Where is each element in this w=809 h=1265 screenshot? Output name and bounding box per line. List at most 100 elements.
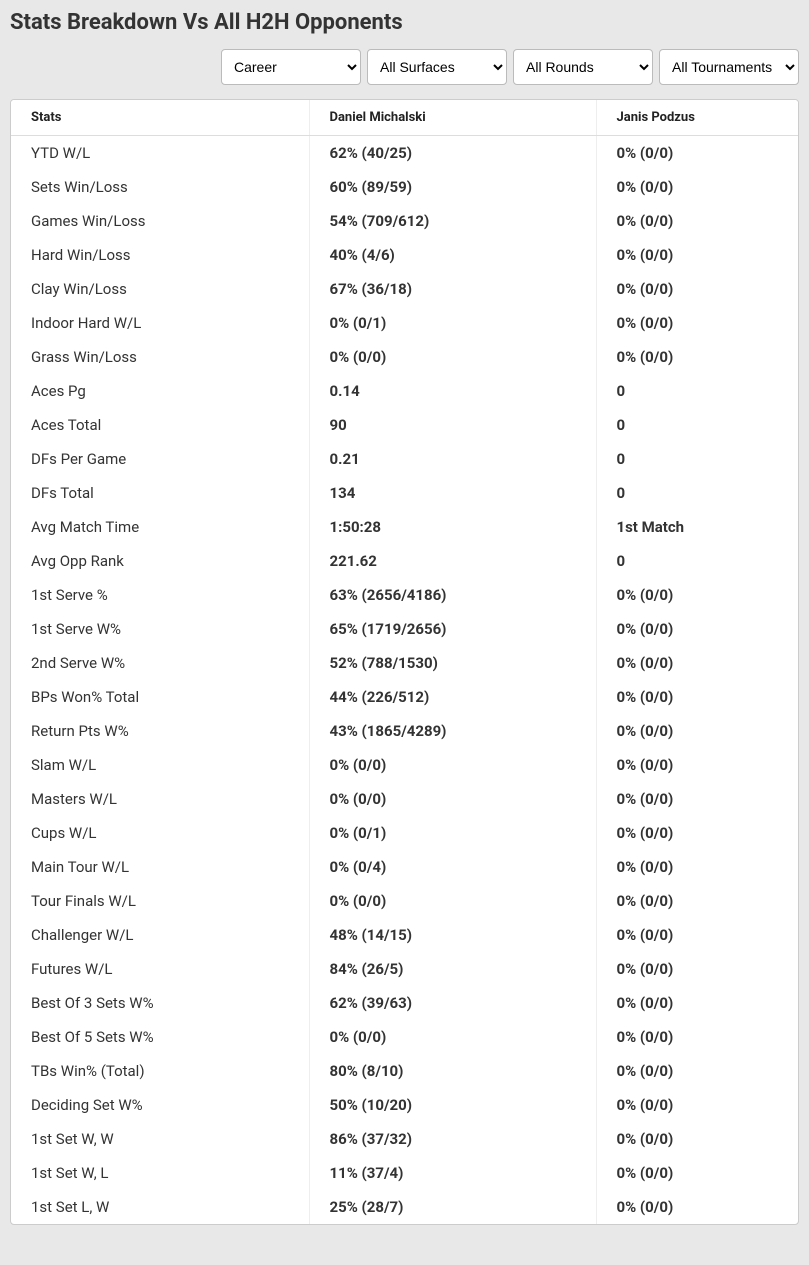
table-row: Indoor Hard W/L0% (0/1)0% (0/0) [11,306,798,340]
stat-value: 0.21 [309,442,596,476]
stat-value: 0% (0/0) [596,136,798,171]
stat-value: 0% (0/1) [309,306,596,340]
stat-label: Avg Opp Rank [11,544,309,578]
stat-value: 0 [596,374,798,408]
stat-label: DFs Total [11,476,309,510]
stat-value: 0% (0/0) [596,238,798,272]
stat-value: 84% (26/5) [309,952,596,986]
stat-value: 0% (0/0) [596,612,798,646]
table-row: Cups W/L0% (0/1)0% (0/0) [11,816,798,850]
stat-label: Masters W/L [11,782,309,816]
table-row: Aces Pg0.140 [11,374,798,408]
stat-value: 0% (0/0) [596,204,798,238]
stat-label: Hard Win/Loss [11,238,309,272]
stat-label: Aces Pg [11,374,309,408]
stat-value: 0 [596,544,798,578]
stat-value: 221.62 [309,544,596,578]
stat-value: 0% (0/0) [596,578,798,612]
table-row: Return Pts W%43% (1865/4289)0% (0/0) [11,714,798,748]
stat-value: 0% (0/0) [309,748,596,782]
table-row: Clay Win/Loss67% (36/18)0% (0/0) [11,272,798,306]
stat-label: Best Of 5 Sets W% [11,1020,309,1054]
round-select[interactable]: All Rounds [513,49,653,85]
stat-value: 48% (14/15) [309,918,596,952]
surface-select[interactable]: All Surfaces [367,49,507,85]
stat-label: 1st Set W, W [11,1122,309,1156]
stat-value: 65% (1719/2656) [309,612,596,646]
table-row: 2nd Serve W%52% (788/1530)0% (0/0) [11,646,798,680]
table-row: Avg Opp Rank221.620 [11,544,798,578]
col-header-player1: Daniel Michalski [309,100,596,136]
stat-value: 0 [596,476,798,510]
col-header-stats: Stats [11,100,309,136]
filter-bar: Career All Surfaces All Rounds All Tourn… [10,49,799,85]
stat-label: 1st Set L, W [11,1190,309,1224]
stat-label: 2nd Serve W% [11,646,309,680]
stat-value: 0% (0/0) [596,1088,798,1122]
table-row: Avg Match Time1:50:281st Match [11,510,798,544]
stat-value: 0% (0/0) [596,986,798,1020]
stat-value: 0% (0/0) [596,884,798,918]
table-row: Grass Win/Loss0% (0/0)0% (0/0) [11,340,798,374]
stat-value: 0% (0/0) [596,714,798,748]
stat-value: 50% (10/20) [309,1088,596,1122]
stat-value: 0% (0/0) [596,646,798,680]
table-row: Futures W/L84% (26/5)0% (0/0) [11,952,798,986]
stat-value: 1st Match [596,510,798,544]
stat-value: 0% (0/0) [596,816,798,850]
stat-value: 0% (0/0) [596,680,798,714]
stat-label: Futures W/L [11,952,309,986]
stat-value: 62% (40/25) [309,136,596,171]
table-row: 1st Set W, L11% (37/4)0% (0/0) [11,1156,798,1190]
stat-value: 86% (37/32) [309,1122,596,1156]
stat-value: 0% (0/1) [309,816,596,850]
stat-value: 60% (89/59) [309,170,596,204]
table-row: Hard Win/Loss40% (4/6)0% (0/0) [11,238,798,272]
stat-value: 80% (8/10) [309,1054,596,1088]
stat-value: 0% (0/0) [596,1020,798,1054]
stat-value: 0% (0/0) [596,918,798,952]
stat-value: 67% (36/18) [309,272,596,306]
table-row: TBs Win% (Total)80% (8/10)0% (0/0) [11,1054,798,1088]
stat-value: 43% (1865/4289) [309,714,596,748]
stat-value: 0% (0/0) [596,1054,798,1088]
stat-value: 44% (226/512) [309,680,596,714]
stat-label: Clay Win/Loss [11,272,309,306]
table-row: Slam W/L0% (0/0)0% (0/0) [11,748,798,782]
table-row: Challenger W/L48% (14/15)0% (0/0) [11,918,798,952]
period-select[interactable]: Career [221,49,361,85]
stat-value: 0.14 [309,374,596,408]
stat-value: 54% (709/612) [309,204,596,238]
table-row: Tour Finals W/L0% (0/0)0% (0/0) [11,884,798,918]
stat-label: 1st Serve W% [11,612,309,646]
table-header-row: Stats Daniel Michalski Janis Podzus [11,100,798,136]
stat-value: 1:50:28 [309,510,596,544]
table-row: Games Win/Loss54% (709/612)0% (0/0) [11,204,798,238]
table-row: Masters W/L0% (0/0)0% (0/0) [11,782,798,816]
col-header-player2: Janis Podzus [596,100,798,136]
stat-label: Slam W/L [11,748,309,782]
stat-value: 0% (0/0) [596,850,798,884]
stat-value: 0% (0/4) [309,850,596,884]
stat-label: DFs Per Game [11,442,309,476]
table-row: Sets Win/Loss60% (89/59)0% (0/0) [11,170,798,204]
tournament-select[interactable]: All Tournaments [659,49,799,85]
table-row: 1st Serve %63% (2656/4186)0% (0/0) [11,578,798,612]
stat-label: Deciding Set W% [11,1088,309,1122]
table-row: DFs Total1340 [11,476,798,510]
table-row: Best Of 3 Sets W%62% (39/63)0% (0/0) [11,986,798,1020]
stat-value: 11% (37/4) [309,1156,596,1190]
stat-label: Challenger W/L [11,918,309,952]
stat-value: 0% (0/0) [596,1156,798,1190]
stats-table: Stats Daniel Michalski Janis Podzus YTD … [11,100,798,1224]
stat-label: Best Of 3 Sets W% [11,986,309,1020]
stat-label: Avg Match Time [11,510,309,544]
stat-label: Grass Win/Loss [11,340,309,374]
stat-value: 0 [596,408,798,442]
stat-label: 1st Set W, L [11,1156,309,1190]
table-row: 1st Serve W%65% (1719/2656)0% (0/0) [11,612,798,646]
table-row: YTD W/L62% (40/25)0% (0/0) [11,136,798,171]
stat-label: Indoor Hard W/L [11,306,309,340]
stat-value: 52% (788/1530) [309,646,596,680]
stat-label: Aces Total [11,408,309,442]
